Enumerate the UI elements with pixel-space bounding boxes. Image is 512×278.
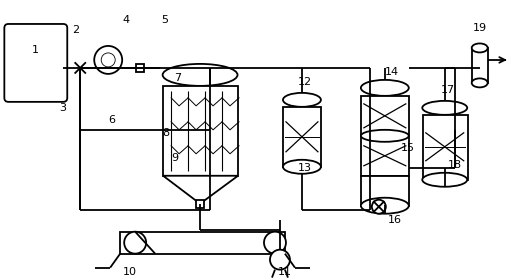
Text: 17: 17	[441, 85, 455, 95]
Ellipse shape	[361, 80, 409, 96]
Ellipse shape	[361, 130, 409, 142]
Bar	[423, 115, 467, 180]
Ellipse shape	[283, 93, 321, 107]
Text: 11: 11	[278, 267, 292, 277]
Ellipse shape	[283, 160, 321, 174]
Bar	[472, 48, 488, 83]
Bar	[196, 200, 204, 208]
Circle shape	[372, 200, 386, 214]
Circle shape	[94, 46, 122, 74]
Text: 3: 3	[59, 103, 66, 113]
Text: 2: 2	[72, 25, 79, 35]
Circle shape	[270, 250, 290, 270]
Text: 4: 4	[122, 15, 130, 25]
Text: 6: 6	[109, 115, 116, 125]
Ellipse shape	[472, 43, 488, 53]
Ellipse shape	[422, 173, 467, 187]
Ellipse shape	[163, 64, 238, 86]
Text: 12: 12	[298, 77, 312, 87]
Text: 10: 10	[123, 267, 137, 277]
Bar	[136, 64, 144, 72]
FancyBboxPatch shape	[4, 24, 67, 102]
Text: 7: 7	[175, 73, 182, 83]
Ellipse shape	[472, 78, 488, 87]
Text: 14: 14	[385, 67, 399, 77]
Text: 13: 13	[298, 163, 312, 173]
Circle shape	[124, 232, 146, 254]
Text: 8: 8	[163, 128, 169, 138]
Text: 16: 16	[388, 215, 402, 225]
Bar	[120, 232, 285, 254]
Text: 5: 5	[162, 15, 168, 25]
Ellipse shape	[361, 198, 409, 214]
Bar	[361, 96, 409, 176]
Text: 1: 1	[32, 45, 39, 55]
Bar	[163, 86, 238, 176]
Ellipse shape	[422, 101, 467, 115]
Text: 9: 9	[172, 153, 179, 163]
Text: 19: 19	[473, 23, 487, 33]
Circle shape	[264, 232, 286, 254]
Bar	[171, 126, 179, 134]
Bar	[361, 176, 409, 206]
Circle shape	[101, 53, 115, 67]
Polygon shape	[163, 176, 238, 204]
Bar	[283, 107, 321, 167]
Text: 18: 18	[447, 160, 462, 170]
Text: 15: 15	[401, 143, 415, 153]
